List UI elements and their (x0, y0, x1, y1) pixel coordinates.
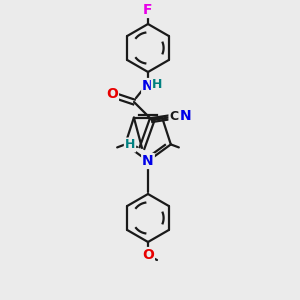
Text: N: N (142, 79, 154, 93)
Text: H: H (152, 77, 162, 91)
Text: N: N (180, 109, 192, 123)
Text: H: H (125, 139, 135, 152)
Text: C: C (169, 110, 178, 122)
Text: O: O (142, 248, 154, 262)
Text: N: N (142, 154, 154, 168)
Text: O: O (106, 87, 118, 101)
Text: F: F (143, 3, 153, 17)
